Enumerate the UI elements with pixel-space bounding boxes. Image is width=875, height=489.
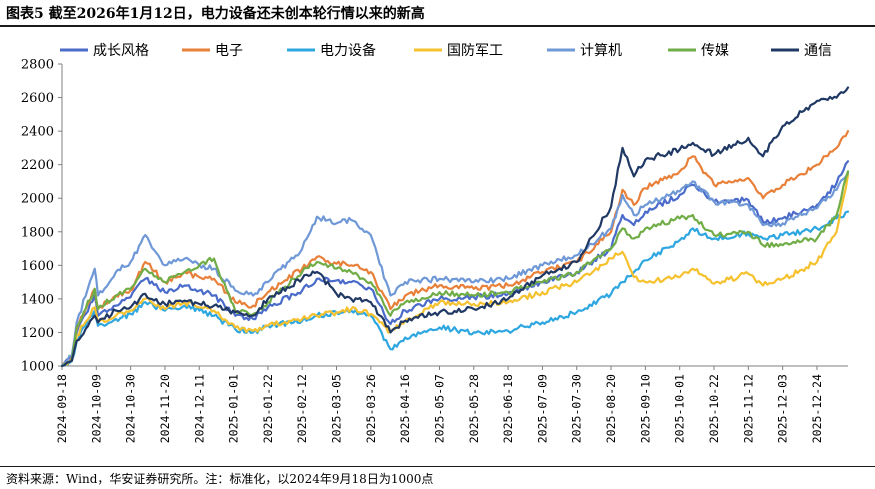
series-line	[60, 86, 850, 368]
y-tick-label: 2600	[21, 91, 54, 106]
legend-label: 传媒	[701, 43, 729, 59]
source-note: 资料来源：Wind，华安证券研究所。注：标准化，以2024年9月18日为1000…	[6, 472, 434, 486]
series-line	[60, 170, 850, 368]
y-tick-label: 1800	[21, 225, 54, 240]
x-tick-label: 2025-03-26	[364, 374, 378, 443]
x-tick-label: 2025-09-10	[638, 374, 652, 443]
x-tick-label: 2025-12-24	[810, 374, 824, 443]
series-line	[60, 172, 850, 368]
y-tick-label: 2000	[21, 192, 54, 207]
series-line	[60, 160, 850, 368]
x-tick-label: 2025-11-12	[741, 374, 755, 443]
x-tick-label: 2025-04-16	[398, 374, 412, 443]
x-tick-label: 2025-07-30	[570, 374, 584, 443]
y-tick-label: 1200	[21, 326, 54, 341]
series-line	[60, 173, 850, 368]
legend-label: 计算机	[580, 43, 622, 59]
x-tick-label: 2025-08-20	[604, 374, 618, 443]
x-tick-label: 2024-10-09	[89, 374, 103, 443]
x-tick-label: 2024-10-30	[124, 374, 138, 443]
top-rule	[0, 25, 875, 27]
series-line	[60, 130, 850, 368]
x-tick-label: 2025-06-18	[501, 374, 515, 443]
bottom-rule	[0, 466, 875, 467]
y-tick-label: 2400	[21, 125, 54, 140]
x-tick-label: 2025-10-22	[707, 374, 721, 443]
x-tick-label: 2025-01-01	[227, 374, 241, 443]
legend-label: 通信	[804, 43, 832, 59]
legend-label: 电子	[215, 43, 243, 59]
x-tick-label: 2025-07-09	[535, 374, 549, 443]
legend-label: 成长风格	[93, 43, 149, 59]
series-line	[60, 210, 850, 368]
x-tick-label: 2024-11-20	[158, 374, 172, 443]
x-tick-label: 2025-03-05	[330, 374, 344, 443]
x-tick-label: 2025-12-03	[776, 374, 790, 443]
y-tick-label: 1000	[21, 360, 54, 375]
legend-label: 电力设备	[320, 42, 376, 59]
x-tick-label: 2025-05-28	[467, 374, 481, 443]
x-tick-label: 2024-09-18	[55, 374, 69, 443]
y-tick-label: 2800	[21, 58, 54, 73]
y-tick-label: 1400	[21, 292, 54, 307]
legend-label: 国防军工	[447, 43, 503, 59]
x-tick-label: 2024-12-11	[192, 374, 206, 443]
y-tick-label: 1600	[21, 259, 54, 274]
x-tick-label: 2025-01-22	[261, 374, 275, 443]
chart-title: 图表5 截至2026年1月12日，电力设备还未创本轮行情以来的新高	[6, 6, 425, 22]
x-tick-label: 2025-10-01	[673, 374, 687, 443]
line-chart: 1000 1200 1400 1600 1800 2000 2200 2400 2600 2800…	[21, 42, 850, 443]
y-tick-label: 2200	[21, 158, 54, 173]
x-tick-label: 2025-05-07	[432, 374, 446, 443]
x-tick-label: 2025-02-12	[295, 374, 309, 443]
